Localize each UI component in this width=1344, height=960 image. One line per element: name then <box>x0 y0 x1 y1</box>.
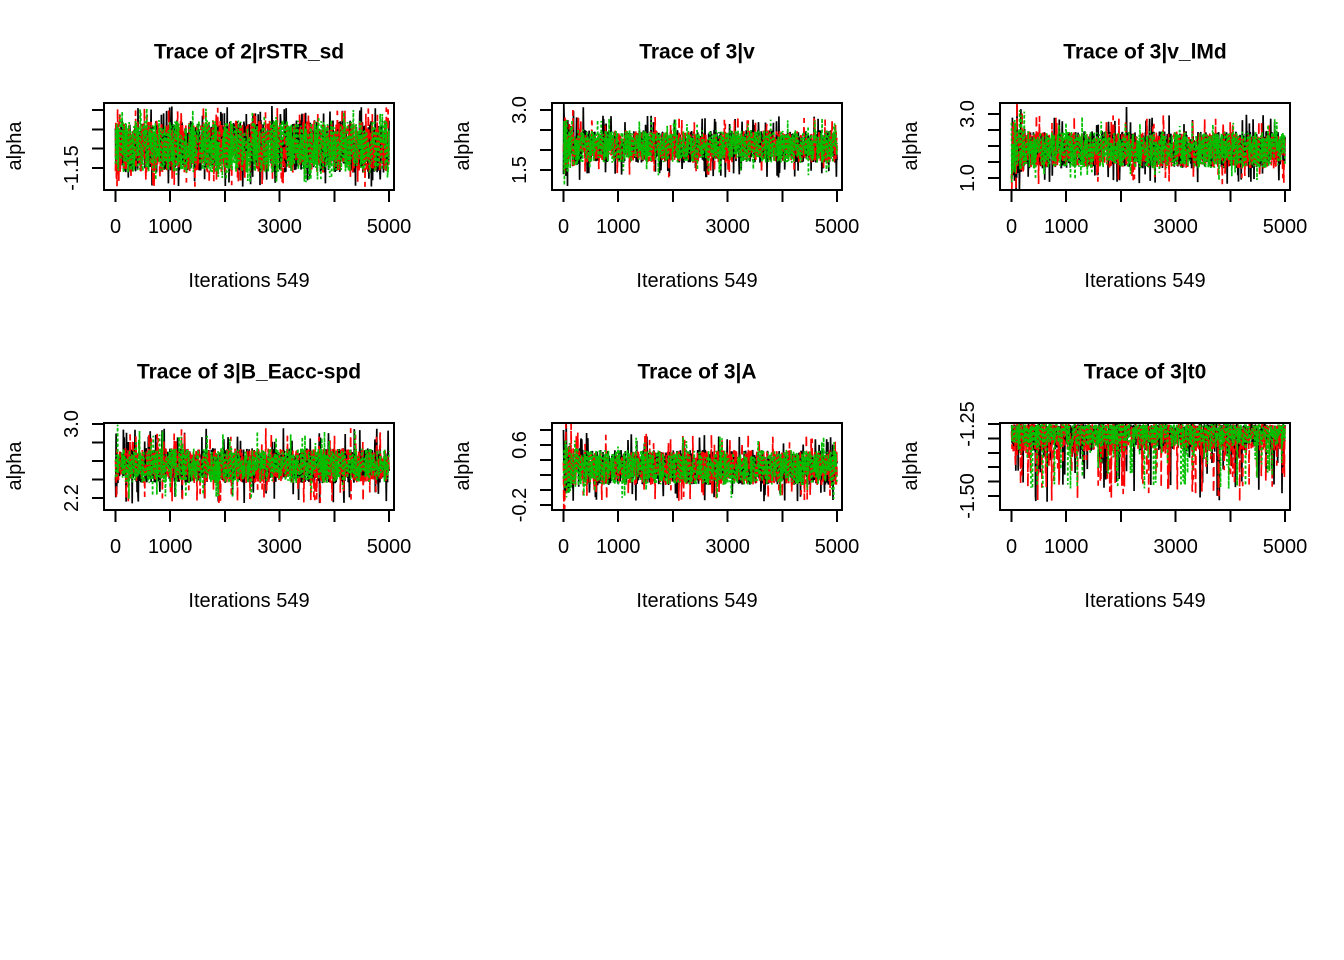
panel-title: Trace of 3|v_lMd <box>1063 40 1227 64</box>
x-tick-label: 3000 <box>705 216 750 238</box>
x-tick-label: 3000 <box>1153 216 1198 238</box>
x-axis-label: Iterations 549 <box>188 590 310 612</box>
panel-title: Trace of 3|t0 <box>1083 360 1207 384</box>
y-tick-label: 3.0 <box>509 96 531 124</box>
y-axis-label: alpha <box>4 441 26 491</box>
y-tick-label: 1.0 <box>957 164 979 192</box>
x-tick-label: 3000 <box>257 536 302 558</box>
x-tick-label: 5000 <box>366 536 412 558</box>
x-axis-label: Iterations 549 <box>636 590 758 612</box>
trace-line-chain-3 <box>114 108 390 183</box>
y-tick-label: -1.25 <box>957 401 979 447</box>
x-tick-label: 1000 <box>595 536 641 558</box>
trace-plot-svg <box>540 102 843 202</box>
y-axis-label: alpha <box>900 441 922 491</box>
x-tick-label: 5000 <box>814 536 860 558</box>
y-tick-label: -1.50 <box>957 473 979 519</box>
x-axis-label: Iterations 549 <box>1084 270 1206 292</box>
y-tick-label: 3.0 <box>61 410 83 438</box>
trace-panel-4: Trace of 3|B_Eacc-spd alpha Iterations 5… <box>0 320 448 640</box>
y-axis-label: alpha <box>900 121 922 171</box>
trace-panel-3: Trace of 3|v_lMd alpha Iterations 549 0 … <box>896 0 1344 320</box>
trace-panel-5: Trace of 3|A alpha Iterations 549 0 1000… <box>448 320 896 640</box>
x-tick-label: 0 <box>109 216 122 238</box>
x-axis-label: Iterations 549 <box>1084 590 1206 612</box>
trace-panel-2: Trace of 3|v alpha Iterations 549 0 1000… <box>448 0 896 320</box>
x-tick-label: 1000 <box>595 216 641 238</box>
panel-title: Trace of 3|B_Eacc-spd <box>136 360 362 384</box>
x-tick-label: 3000 <box>257 216 302 238</box>
x-tick-label: 1000 <box>1043 536 1089 558</box>
trace-plot-svg <box>92 102 395 202</box>
y-tick-label: 3.0 <box>957 100 979 128</box>
x-tick-label: 0 <box>557 216 570 238</box>
trace-panel-6: Trace of 3|t0 alpha Iterations 549 0 100… <box>896 320 1344 640</box>
x-tick-label: 5000 <box>814 216 860 238</box>
y-tick-label: -1.15 <box>61 145 83 191</box>
x-tick-label: 5000 <box>1262 216 1308 238</box>
y-tick-label: -0.2 <box>509 487 531 523</box>
trace-line-chain-3 <box>562 436 838 499</box>
x-tick-label: 1000 <box>147 216 193 238</box>
x-tick-label: 1000 <box>147 536 193 558</box>
trace-line-chain-3 <box>562 118 838 186</box>
trace-plot-svg <box>988 102 1291 202</box>
x-tick-label: 0 <box>1005 216 1018 238</box>
trace-panel-1: Trace of 2|rSTR_sd alpha Iterations 549 … <box>0 0 448 320</box>
trace-plot-svg <box>988 422 1291 522</box>
x-tick-label: 5000 <box>1262 536 1308 558</box>
y-axis-label: alpha <box>452 121 474 171</box>
panel-title: Trace of 3|A <box>637 360 757 384</box>
x-axis-label: Iterations 549 <box>636 270 758 292</box>
trace-line-chain-3 <box>1010 110 1286 183</box>
y-axis-label: alpha <box>4 121 26 171</box>
x-tick-label: 3000 <box>1153 536 1198 558</box>
x-tick-label: 1000 <box>1043 216 1089 238</box>
trace-plot-svg <box>540 422 843 522</box>
trace-line-chain-2 <box>1010 424 1286 502</box>
trace-line-chain-3 <box>1010 424 1286 489</box>
x-tick-label: 0 <box>1005 536 1018 558</box>
y-tick-label: 0.6 <box>509 431 531 459</box>
trace-line-chain-3 <box>114 424 390 499</box>
panel-title: Trace of 2|rSTR_sd <box>153 40 345 64</box>
x-tick-label: 0 <box>109 536 122 558</box>
trace-plot-svg <box>92 422 395 522</box>
x-tick-label: 0 <box>557 536 570 558</box>
x-tick-label: 3000 <box>705 536 750 558</box>
panel-title: Trace of 3|v <box>639 40 755 64</box>
x-axis-label: Iterations 549 <box>188 270 310 292</box>
y-tick-label: 2.2 <box>61 483 83 512</box>
y-axis-label: alpha <box>452 441 474 491</box>
y-tick-label: 1.5 <box>509 156 531 184</box>
x-tick-label: 5000 <box>366 216 412 238</box>
